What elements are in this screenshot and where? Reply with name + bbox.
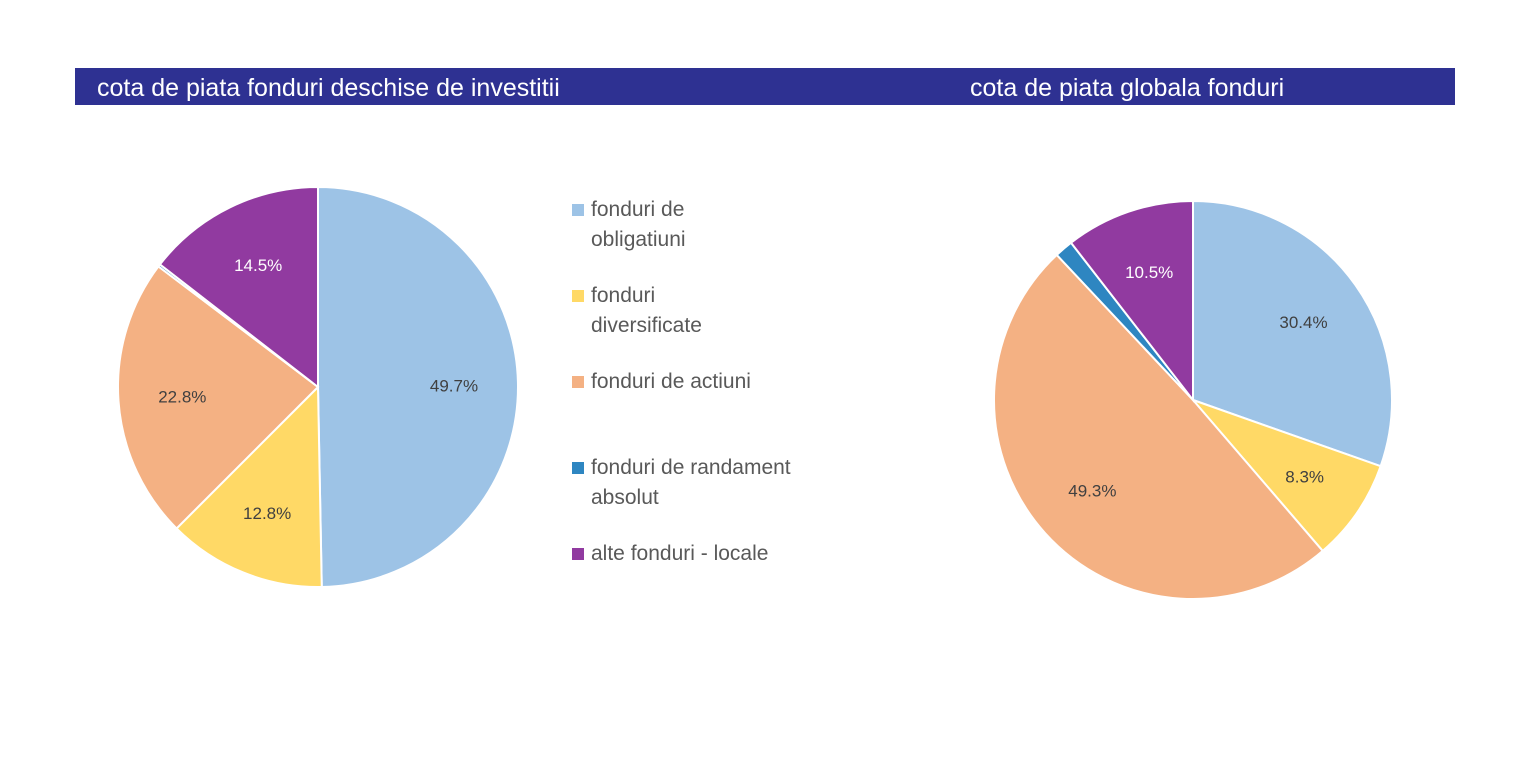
chart-title-left: cota de piata fonduri deschise de invest… — [97, 74, 560, 102]
pie-left-label-alte-fonduri: 14.5% — [234, 256, 282, 275]
pie-right-slice-diversificate — [1189, 397, 1382, 553]
pie-chart-right: 30.4% 8.3% 49.3% 10.5% — [993, 199, 1393, 600]
pie-left-slice-obligatiuni — [317, 185, 519, 588]
legend-label-randament-absolut: fonduri de randament absolut — [591, 456, 791, 509]
pie-left-label-actiuni: 22.8% — [158, 387, 206, 406]
legend-label-obligatiuni: fonduri de obligatiuni — [591, 198, 686, 251]
legend-swatch-randament-absolut — [572, 462, 584, 474]
pie-right-slice-actiuni — [993, 253, 1325, 600]
pie-left-label-obligatiuni: 49.7% — [430, 377, 478, 396]
legend-swatch-obligatiuni — [572, 204, 584, 216]
pie-right-label-actiuni: 49.3% — [1068, 481, 1116, 500]
pie-chart-left: 49.7% 12.8% 22.8% 14.5% — [117, 185, 519, 588]
pie-left-slice-diversificate — [175, 384, 323, 588]
legend-label-actiuni: fonduri de actiuni — [591, 370, 751, 393]
pie-left-slice-actiuni — [117, 265, 320, 530]
pie-left-label-diversificate: 12.8% — [243, 504, 291, 523]
pie-right-slice-alte-fonduri — [1069, 199, 1194, 403]
pie-left-slice-alte-fonduri — [158, 185, 319, 390]
pie-right-label-diversificate: 8.3% — [1285, 467, 1324, 486]
legend-swatch-diversificate — [572, 290, 584, 302]
legend-swatch-alte-fonduri — [572, 548, 584, 560]
header-bar: cota de piata fonduri deschise de invest… — [75, 68, 1455, 105]
legend-label-alte-fonduri: alte fonduri - locale — [591, 542, 769, 565]
legend-swatch-actiuni — [572, 376, 584, 388]
pie-right-label-obligatiuni: 30.4% — [1279, 313, 1327, 332]
legend-label-diversificate: fonduri diversificate — [591, 284, 702, 337]
chart-title-right: cota de piata globala fonduri — [970, 74, 1285, 102]
pie-right-label-alte-fonduri: 10.5% — [1125, 263, 1173, 282]
pie-right-slice-obligatiuni — [1192, 199, 1393, 468]
